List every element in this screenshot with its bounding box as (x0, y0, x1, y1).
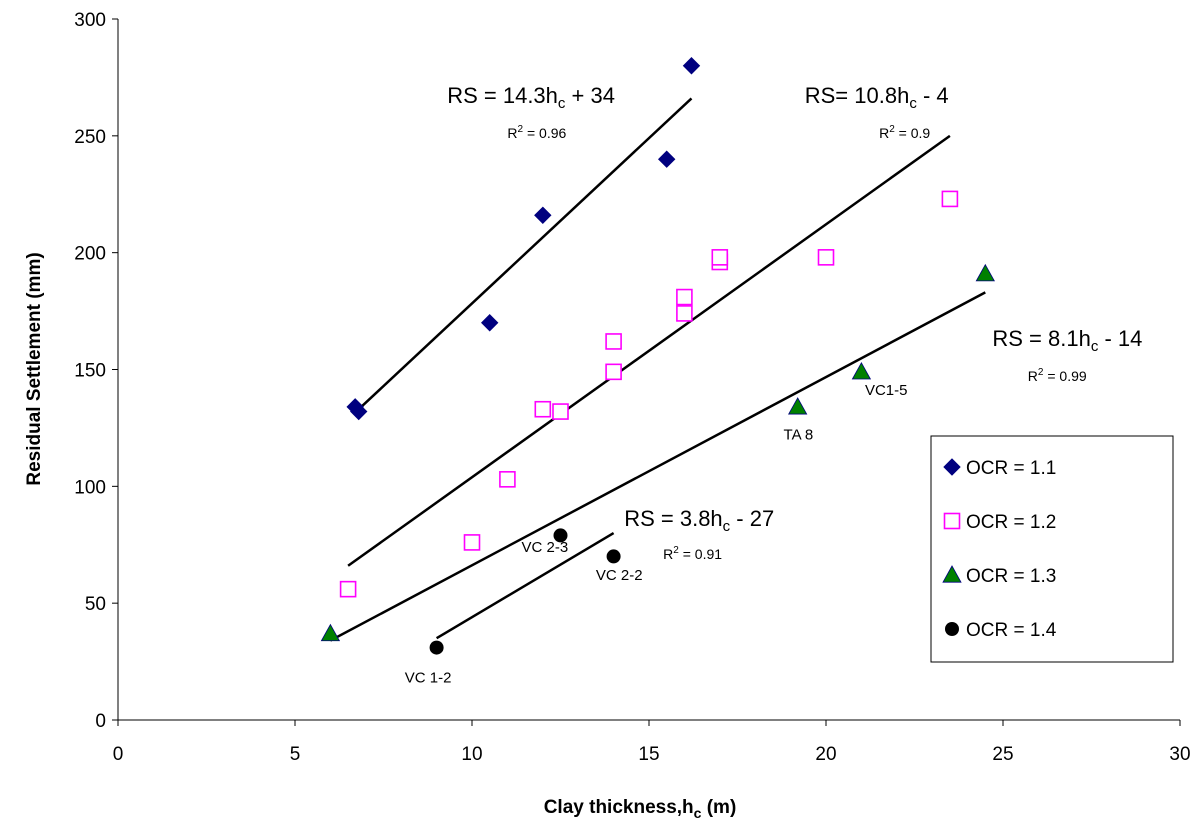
r-squared-superscript: 2 (518, 124, 524, 135)
equation-subscript: c (723, 518, 731, 535)
data-point (606, 549, 621, 564)
legend: OCR = 1.1 OCR = 1.2 OCR = 1.3 OCR = 1.4 (930, 435, 1174, 663)
point-label: TA 8 (784, 427, 814, 444)
trendline-equation: RS = 3.8hc - 27 (624, 506, 774, 535)
y-tick-label: 250 (74, 127, 106, 148)
r-squared-main: R (507, 125, 517, 141)
equation-tail: - 14 (1098, 326, 1142, 351)
legend-marker (942, 565, 962, 583)
data-point (320, 623, 341, 642)
y-tick-label: 200 (74, 244, 106, 265)
trendline-equation: RS= 10.8hc - 4 (805, 83, 949, 112)
r-squared-value: = 0.96 (523, 125, 566, 141)
r-squared-value: = 0.9 (895, 125, 931, 141)
data-point (817, 249, 835, 266)
r-squared-main: R (663, 546, 673, 562)
legend-label: OCR = 1.3 (966, 566, 1056, 587)
r-squared-superscript: 2 (889, 124, 895, 135)
legend-label: OCR = 1.1 (966, 458, 1056, 479)
data-point (657, 150, 676, 168)
trendline (435, 531, 615, 640)
data-point (605, 363, 622, 381)
trendlines (329, 97, 986, 642)
point-label: VC 1-2 (405, 670, 452, 687)
data-point (534, 206, 552, 224)
axes: 0 50 100 150 200 250 300 0 5 10 15 20 25 30 (74, 10, 1190, 765)
data-points (320, 57, 995, 655)
r-squared-superscript: 2 (1038, 367, 1044, 378)
equation-tail: - 27 (730, 506, 774, 531)
r-squared-label: R2 = 0.9 (879, 124, 930, 141)
data-point (480, 314, 499, 332)
trendline-equation: RS = 8.1hc - 14 (992, 326, 1142, 355)
equation-subscript: c (558, 95, 566, 112)
data-point (676, 288, 693, 306)
data-point (339, 580, 357, 598)
legend-label: OCR = 1.2 (966, 512, 1056, 533)
x-axis-title: Clay thickness,hc (m) (544, 797, 737, 821)
r-squared-value: = 0.99 (1043, 368, 1086, 384)
data-point (788, 397, 808, 415)
x-tick-label: 30 (1169, 744, 1190, 765)
y-tick-label: 50 (85, 594, 106, 615)
equation-main: RS= 10.8h (805, 83, 910, 108)
x-tick-label: 20 (815, 744, 836, 765)
data-point (941, 190, 959, 208)
data-point (350, 402, 368, 421)
legend-frame (930, 435, 1174, 663)
point-label: VC 2-2 (596, 567, 643, 584)
x-tick-label: 10 (461, 744, 482, 765)
x-tick-label: 5 (290, 744, 301, 765)
r-squared-superscript: 2 (673, 545, 679, 556)
trendline (347, 134, 951, 567)
x-tick-label: 15 (638, 744, 659, 765)
equation-tail: - 4 (917, 83, 949, 108)
r-squared-label: R2 = 0.99 (1028, 367, 1087, 384)
y-tick-label: 150 (74, 361, 106, 382)
data-point (534, 400, 552, 418)
equation-main: RS = 8.1h (992, 326, 1090, 351)
x-tick-label: 25 (992, 744, 1013, 765)
equation-tail: + 34 (565, 83, 615, 108)
equation-subscript: c (1091, 338, 1099, 355)
equation-subscript: c (909, 95, 917, 112)
y-axis-title: Residual Settlement (mm) (24, 252, 45, 485)
y-tick-label: 100 (74, 477, 106, 498)
data-point (682, 57, 701, 75)
trendline (329, 291, 986, 642)
trendline (357, 97, 693, 411)
r-squared-value: = 0.91 (679, 546, 722, 562)
data-point (605, 333, 622, 350)
legend-label: OCR = 1.4 (966, 620, 1057, 641)
data-point (975, 263, 995, 282)
data-point (711, 249, 729, 266)
legend-marker (943, 458, 961, 476)
x-axis-title-subscript: c (694, 805, 702, 821)
point-label: VC 2-3 (522, 539, 569, 556)
data-point (851, 362, 872, 380)
point-label: VC1-5 (865, 382, 908, 399)
data-point (676, 305, 693, 322)
trendline-equation: RS = 14.3hc + 34 (447, 83, 615, 112)
data-point (499, 471, 516, 488)
equation-main: RS = 14.3h (447, 83, 558, 108)
r-squared-main: R (1028, 368, 1038, 384)
data-point (429, 640, 444, 655)
x-tick-label: 0 (113, 744, 124, 765)
legend-marker (943, 512, 961, 530)
data-point (552, 403, 569, 420)
x-axis-title-tail: (m) (701, 797, 736, 818)
y-tick-label: 0 (95, 711, 106, 732)
data-point (553, 528, 568, 543)
equation-main: RS = 3.8h (624, 506, 722, 531)
data-point (463, 534, 481, 551)
y-tick-label: 300 (74, 10, 106, 31)
legend-marker (945, 622, 959, 636)
r-squared-label: R2 = 0.91 (663, 545, 722, 562)
x-axis-title-main: Clay thickness,h (544, 797, 694, 818)
r-squared-label: R2 = 0.96 (507, 124, 566, 141)
r-squared-main: R (879, 125, 889, 141)
